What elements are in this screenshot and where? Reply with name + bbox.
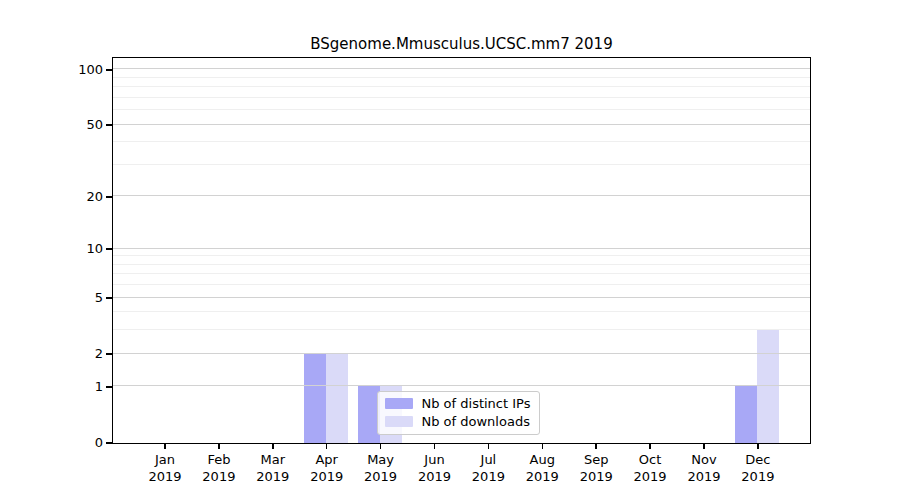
year-label: 2019	[676, 468, 732, 485]
minor-gridline-90	[113, 77, 810, 78]
x-tick-sep	[595, 444, 597, 449]
x-tick-jul	[488, 444, 490, 449]
legend-item-distinct-ips: Nb of distinct IPs	[385, 396, 531, 412]
y-tick-label-0: 0	[59, 435, 103, 451]
minor-gridline-40	[113, 141, 810, 142]
x-tick-label-dec: Dec2019	[730, 451, 786, 485]
month-label: Jun	[407, 451, 463, 468]
y-tick-label-100: 100	[59, 62, 103, 78]
y-tick-label-5: 5	[59, 290, 103, 306]
minor-gridline-6	[113, 284, 810, 285]
minor-gridline-30	[113, 164, 810, 165]
x-tick-label-apr: Apr2019	[299, 451, 355, 485]
minor-gridline-80	[113, 86, 810, 87]
y-tick-label-20: 20	[59, 189, 103, 205]
y-tick-2	[106, 353, 112, 355]
year-label: 2019	[191, 468, 247, 485]
month-label: Nov	[676, 451, 732, 468]
year-label: 2019	[407, 468, 463, 485]
month-label: May	[353, 451, 409, 468]
month-label: Jan	[137, 451, 193, 468]
x-tick-label-jul: Jul2019	[460, 451, 516, 485]
major-gridline-5	[113, 297, 810, 298]
y-tick-0	[106, 442, 112, 444]
x-tick-label-sep: Sep2019	[568, 451, 624, 485]
minor-gridline-70	[113, 97, 810, 98]
y-tick-50	[106, 124, 112, 126]
bar-ips-dec	[735, 386, 757, 442]
year-label: 2019	[568, 468, 624, 485]
minor-gridline-9	[113, 255, 810, 256]
month-label: Oct	[622, 451, 678, 468]
x-tick-label-mar: Mar2019	[245, 451, 301, 485]
bar-downloads-apr	[326, 354, 348, 443]
x-tick-label-may: May2019	[353, 451, 409, 485]
major-gridline-20	[113, 195, 810, 196]
year-label: 2019	[137, 468, 193, 485]
x-tick-mar	[272, 444, 274, 449]
y-tick-20	[106, 196, 112, 198]
month-label: Dec	[730, 451, 786, 468]
y-tick-5	[106, 297, 112, 299]
year-label: 2019	[353, 468, 409, 485]
year-label: 2019	[299, 468, 355, 485]
year-label: 2019	[245, 468, 301, 485]
x-tick-feb	[218, 444, 220, 449]
x-tick-aug	[542, 444, 544, 449]
major-gridline-50	[113, 124, 810, 125]
year-label: 2019	[460, 468, 516, 485]
legend-item-downloads: Nb of downloads	[385, 414, 531, 430]
month-label: Apr	[299, 451, 355, 468]
major-gridline-100	[113, 68, 810, 69]
x-tick-label-jun: Jun2019	[407, 451, 463, 485]
minor-gridline-3	[113, 329, 810, 330]
x-tick-oct	[649, 444, 651, 449]
x-tick-nov	[703, 444, 705, 449]
y-tick-label-1: 1	[59, 379, 103, 395]
y-tick-10	[106, 248, 112, 250]
x-tick-apr	[326, 444, 328, 449]
y-tick-label-2: 2	[59, 346, 103, 362]
distinct-ips-swatch	[385, 398, 413, 409]
month-label: Mar	[245, 451, 301, 468]
year-label: 2019	[622, 468, 678, 485]
downloads-swatch	[385, 416, 413, 427]
x-tick-dec	[757, 444, 759, 449]
major-gridline-10	[113, 248, 810, 249]
x-tick-label-oct: Oct2019	[622, 451, 678, 485]
x-tick-may	[380, 444, 382, 449]
x-tick-label-aug: Aug2019	[514, 451, 570, 485]
minor-gridline-8	[113, 264, 810, 265]
x-tick-label-jan: Jan2019	[137, 451, 193, 485]
legend-label-distinct-ips: Nb of distinct IPs	[422, 396, 531, 412]
x-tick-jun	[434, 444, 436, 449]
y-tick-1	[106, 386, 112, 388]
major-gridline-1	[113, 385, 810, 386]
chart-title: BSgenome.Mmusculus.UCSC.mm7 2019	[113, 35, 810, 53]
plot-area: Nb of distinct IPs Nb of downloads	[112, 57, 811, 444]
year-label: 2019	[730, 468, 786, 485]
minor-gridline-60	[113, 109, 810, 110]
y-tick-label-10: 10	[59, 241, 103, 257]
minor-gridline-4	[113, 311, 810, 312]
month-label: Sep	[568, 451, 624, 468]
bar-downloads-dec	[757, 330, 779, 442]
year-label: 2019	[514, 468, 570, 485]
x-tick-label-nov: Nov2019	[676, 451, 732, 485]
chart-canvas: BSgenome.Mmusculus.UCSC.mm7 2019 Nb of d…	[0, 0, 900, 500]
bar-ips-apr	[304, 354, 326, 443]
x-tick-label-feb: Feb2019	[191, 451, 247, 485]
legend-label-downloads: Nb of downloads	[422, 414, 530, 430]
month-label: Jul	[460, 451, 516, 468]
y-tick-label-50: 50	[59, 117, 103, 133]
x-tick-jan	[164, 444, 166, 449]
legend: Nb of distinct IPs Nb of downloads	[377, 391, 541, 435]
minor-gridline-7	[113, 273, 810, 274]
major-gridline-2	[113, 353, 810, 354]
month-label: Feb	[191, 451, 247, 468]
month-label: Aug	[514, 451, 570, 468]
y-tick-100	[106, 69, 112, 71]
